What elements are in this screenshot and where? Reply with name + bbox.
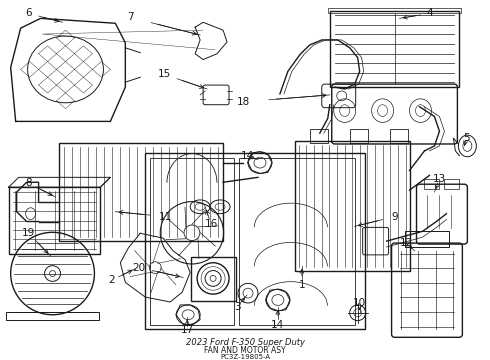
Text: 4: 4 (426, 8, 433, 18)
Bar (444, 179, 460, 189)
Bar (239, 158, 355, 325)
Text: 19: 19 (22, 228, 35, 238)
Bar (328, 8, 462, 13)
Text: 11: 11 (159, 212, 172, 222)
Bar (9, 187, 100, 254)
Bar (424, 179, 440, 189)
Text: 14: 14 (271, 320, 285, 329)
Bar (310, 129, 328, 143)
Text: 6: 6 (25, 8, 32, 18)
Bar (191, 257, 236, 301)
Bar (6, 312, 99, 320)
Bar (295, 141, 410, 271)
Text: 3: 3 (234, 302, 240, 312)
Text: 18: 18 (236, 97, 249, 107)
Text: 10: 10 (353, 298, 366, 308)
Text: 9: 9 (391, 212, 398, 222)
Text: 15: 15 (158, 69, 171, 79)
Text: FAN AND MOTOR ASY: FAN AND MOTOR ASY (204, 346, 286, 355)
Text: 17: 17 (180, 325, 194, 336)
Text: 13: 13 (433, 174, 446, 184)
Text: 16: 16 (204, 220, 218, 229)
Bar (58, 143, 223, 241)
Text: 14: 14 (241, 151, 254, 161)
Bar (145, 153, 365, 329)
Bar (390, 129, 408, 143)
Text: 2023 Ford F-350 Super Duty: 2023 Ford F-350 Super Duty (186, 338, 304, 347)
Text: 8: 8 (25, 178, 32, 188)
Text: 1: 1 (298, 280, 305, 290)
Text: 5: 5 (463, 133, 470, 143)
Bar (405, 231, 449, 247)
Text: 2: 2 (108, 275, 115, 285)
Text: 7: 7 (127, 12, 134, 22)
Bar (330, 10, 460, 87)
Bar (350, 129, 368, 143)
Text: PC3Z-19805-A: PC3Z-19805-A (220, 354, 270, 360)
Text: 12: 12 (400, 238, 413, 248)
Bar (150, 158, 234, 325)
Text: 20: 20 (133, 263, 146, 273)
